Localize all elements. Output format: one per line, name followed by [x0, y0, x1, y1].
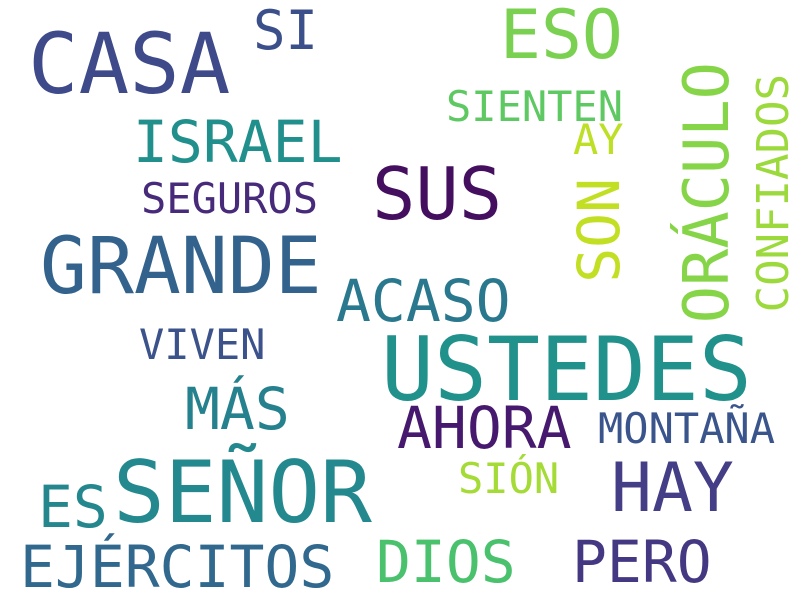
word-israel: ISRAEL	[133, 108, 343, 176]
word-sion: SIÓN	[458, 454, 560, 503]
word-seguros: SEGUROS	[141, 174, 319, 223]
word-ahora: AHORA	[397, 394, 572, 462]
word-ejercitos: EJÉRCITOS	[20, 533, 335, 600]
word-si: SI	[253, 0, 319, 62]
word-pero: PERO	[572, 528, 712, 596]
word-es: ES	[38, 473, 108, 541]
word-hay: HAY	[611, 449, 734, 528]
word-grande: GRANDE	[40, 222, 322, 312]
word-acaso: ACASO	[336, 267, 511, 335]
word-ustedes: USTEDES	[381, 318, 752, 421]
word-casa: CASA	[28, 15, 231, 113]
word-eso: ESO	[500, 0, 623, 75]
word-oraculo: ORÁCULO	[670, 62, 743, 324]
word-confiados: CONFIADOS	[748, 74, 799, 313]
word-mas: MÁS	[185, 375, 290, 443]
word-son: SON	[565, 178, 633, 283]
word-senor: SEÑOR	[113, 443, 372, 543]
word-sienten: SIENTEN	[446, 82, 624, 131]
word-sus: SUS	[372, 152, 503, 236]
word-dios: DIOS	[376, 528, 516, 596]
word-ay: AY	[573, 115, 624, 164]
word-montana: MONTAÑA	[598, 404, 776, 453]
word-viven: VIVEN	[139, 320, 266, 369]
